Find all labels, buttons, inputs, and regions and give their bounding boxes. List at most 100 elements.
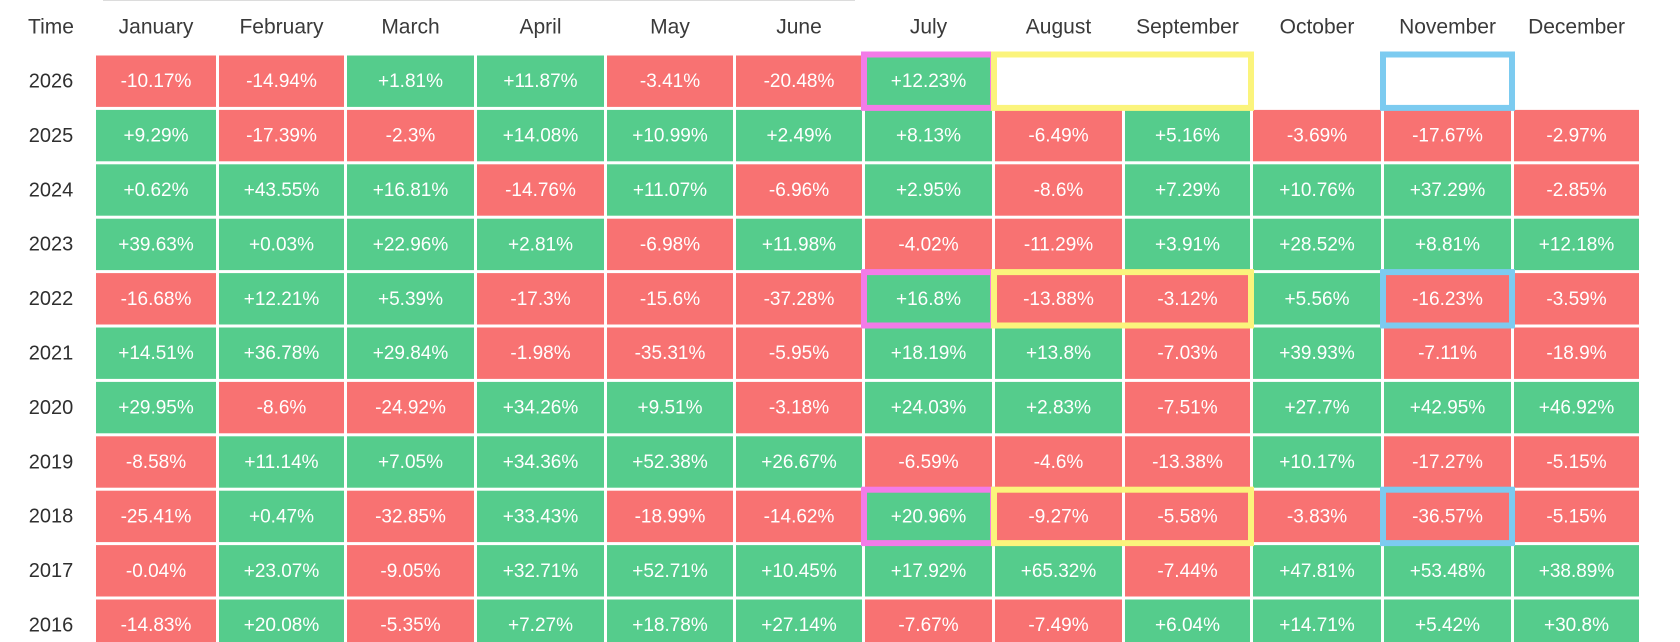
cell-value-2022-june: -37.28% [764,289,835,310]
cell-value-2017-june: +10.45% [761,561,837,582]
cell-value-2025-june: +2.49% [767,126,832,147]
cell-value-2017-september: -7.44% [1157,561,1217,582]
cell-value-2023-march: +22.96% [373,234,449,255]
cell-2025-april [477,109,604,162]
cell-value-2018-may: -18.99% [635,506,706,527]
cell-value-2023-december: +12.18% [1539,234,1615,255]
cell-value-2024-december: -2.85% [1546,180,1606,201]
cell-2025-december [1514,109,1639,162]
cell-2024-october [1253,164,1381,216]
cell-value-2024-february: +43.55% [244,180,320,201]
cell-2022-april [477,273,604,325]
cell-2020-august [995,381,1122,434]
cell-2019-december [1514,436,1639,488]
cell-value-2017-november: +53.48% [1410,561,1486,582]
cell-2018-november [1384,490,1511,543]
cell-2022-september [1125,273,1250,325]
column-header-march: March [381,16,439,39]
cell-value-2021-february: +36.78% [244,343,320,364]
cell-2023-february [219,218,344,271]
cell-value-2026-june: -20.48% [764,71,835,92]
cell-2022-august [995,273,1122,325]
cell-value-2017-april: +32.71% [503,561,579,582]
cell-2025-august [995,109,1122,162]
cell-2025-october [1253,109,1381,162]
cell-2022-november [1384,273,1511,325]
cell-value-2025-january: +9.29% [124,126,189,147]
cell-value-2026-april: +11.87% [503,71,577,92]
cell-value-2025-february: -17.39% [246,126,317,147]
cell-2018-july [865,490,992,543]
row-label-2023: 2023 [29,234,74,256]
cell-2026-january [96,55,216,107]
heatmap-cells: -10.17% -14.94% +1.81% +11.87% -3.41% -20.48%… [96,55,1639,642]
cell-2019-november [1384,436,1511,488]
cell-2016-february [219,599,344,642]
cell-2018-march [347,490,474,543]
cell-2023-october [1253,218,1381,271]
cell-value-2019-april: +34.36% [503,452,579,473]
cell-2018-december [1514,490,1639,543]
cell-value-2025-december: -2.97% [1546,126,1606,147]
cell-value-2019-july: -6.59% [898,452,958,473]
cell-2016-december [1514,599,1639,642]
cell-2020-january [96,381,216,434]
cell-2019-july [865,436,992,488]
cell-value-2016-june: +27.14% [761,615,837,636]
cell-2020-july [865,381,992,434]
cell-2023-november [1384,218,1511,271]
cell-2024-september [1125,164,1250,216]
cell-2023-august [995,218,1122,271]
cell-2021-november [1384,327,1511,379]
cell-2022-may [607,273,733,325]
column-header-september: September [1136,16,1239,39]
cell-value-2017-december: +38.89% [1539,561,1615,582]
cell-value-2016-february: +20.08% [244,615,320,636]
cell-value-2020-september: -7.51% [1157,398,1217,419]
cell-2022-december [1514,273,1639,325]
cell-2019-february [219,436,344,488]
column-header-january: January [119,16,194,39]
row-label-2017: 2017 [29,560,74,582]
row-label-2020: 2020 [29,397,74,419]
cell-value-2025-may: +10.99% [632,126,708,147]
cell-2026-may [607,55,733,107]
column-header-august: August [1026,16,1092,39]
cell-value-2025-october: -3.69% [1287,126,1347,147]
cell-2024-december [1514,164,1639,216]
cell-value-2018-december: -5.15% [1546,506,1606,527]
cell-value-2018-october: -3.83% [1287,506,1347,527]
cell-value-2018-april: +33.43% [503,506,579,527]
cell-value-2023-september: +3.91% [1155,234,1220,255]
cell-value-2016-april: +7.27% [508,615,573,636]
cell-value-2016-july: -7.67% [898,615,958,636]
cell-value-2021-october: +39.93% [1279,343,1355,364]
cell-value-2021-june: -5.95% [769,343,829,364]
cell-2017-october [1253,545,1381,597]
cell-2018-october [1253,490,1381,543]
cell-value-2023-february: +0.03% [249,234,314,255]
cell-value-2017-july: +17.92% [891,561,967,582]
cell-2021-september [1125,327,1250,379]
cell-value-2016-november: +5.42% [1415,615,1480,636]
cell-value-2016-march: -5.35% [380,615,440,636]
cell-value-2019-march: +7.05% [378,452,443,473]
highlight-boxes [861,51,1515,547]
cell-2016-july [865,599,992,642]
highlight-box-yellow-2022-august-september [991,269,1254,329]
cell-2018-june [736,490,862,543]
cell-2019-may [607,436,733,488]
cell-2019-october [1253,436,1381,488]
cell-value-2021-january: +14.51% [118,343,194,364]
row-label-2024: 2024 [29,179,74,201]
cell-value-2017-may: +52.71% [632,561,708,582]
cell-2026-february [219,55,344,107]
cell-value-2024-april: -14.76% [505,180,576,201]
cell-2016-june [736,599,862,642]
cell-value-2022-february: +12.21% [244,289,320,310]
cell-2023-may [607,218,733,271]
row-label-2026: 2026 [29,70,74,92]
cell-value-2018-november: -36.57% [1412,506,1483,527]
cell-2021-may [607,327,733,379]
cell-value-2026-july: +12.23% [891,71,967,92]
